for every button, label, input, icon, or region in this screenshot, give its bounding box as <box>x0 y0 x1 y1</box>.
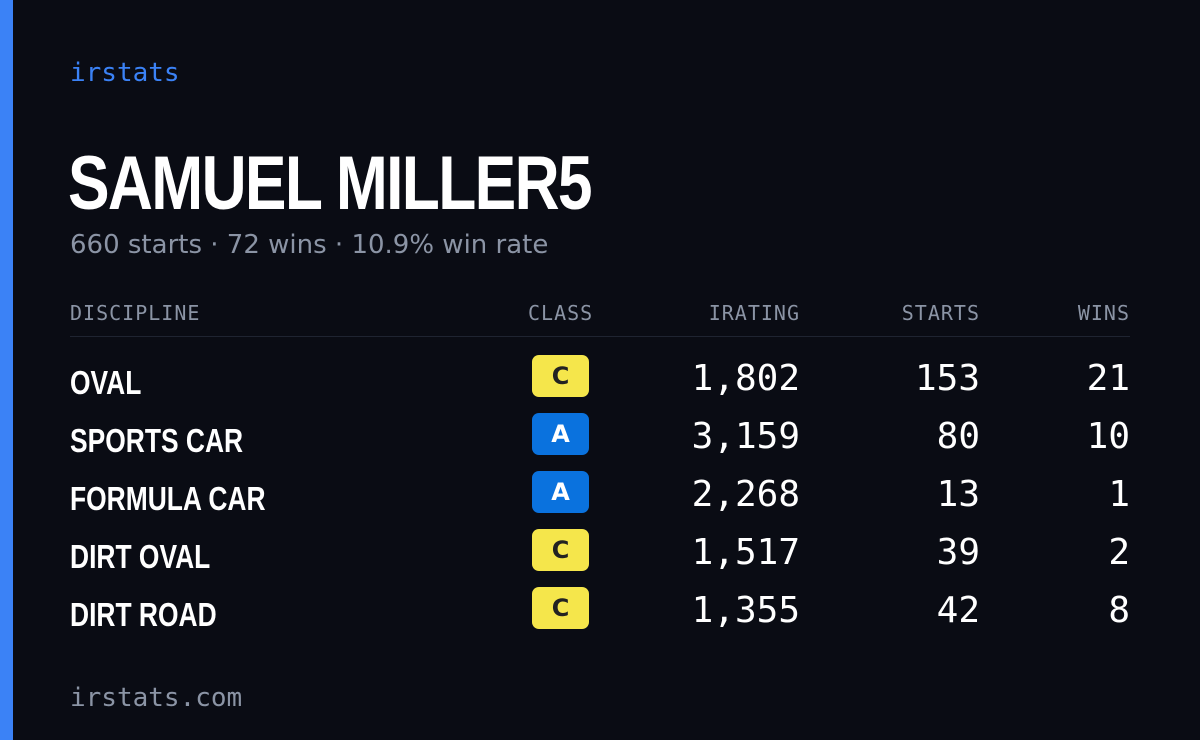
brand-logo[interactable]: irstats <box>70 58 180 88</box>
table-row: DIRT OVAL C 1,517 39 2 <box>70 529 1130 587</box>
irating-value: 3,159 <box>691 416 800 457</box>
class-badge: C <box>532 529 589 571</box>
discipline-name: SPORTS CAR <box>70 422 244 459</box>
starts-value: 80 <box>936 416 980 457</box>
table-row: DIRT ROAD C 1,355 42 8 <box>70 587 1130 645</box>
starts-value: 153 <box>914 358 980 399</box>
table-header: DISCIPLINE CLASS IRATING STARTS WINS <box>70 296 1130 337</box>
accent-bar <box>0 0 13 740</box>
wins-value: 10 <box>1086 416 1130 457</box>
discipline-name: DIRT OVAL <box>70 538 211 575</box>
discipline-name: OVAL <box>70 364 142 401</box>
class-badge: A <box>532 413 589 455</box>
starts-value: 39 <box>936 532 980 573</box>
irating-value: 1,517 <box>691 532 800 573</box>
irating-value: 1,802 <box>691 358 800 399</box>
header-class: CLASS <box>528 301 594 325</box>
irating-value: 2,268 <box>691 474 800 515</box>
player-name: SAMUEL MILLER5 <box>68 141 593 226</box>
irating-value: 1,355 <box>691 590 800 631</box>
header-wins: WINS <box>1077 301 1130 325</box>
player-summary: 660 starts · 72 wins · 10.9% win rate <box>70 230 549 260</box>
table-row: OVAL C 1,802 153 21 <box>70 355 1130 413</box>
header-irating: IRATING <box>708 301 800 325</box>
class-badge: A <box>532 471 589 513</box>
wins-value: 8 <box>1108 590 1130 631</box>
header-starts: STARTS <box>901 301 980 325</box>
class-badge: C <box>532 587 589 629</box>
table-row: FORMULA CAR A 2,268 13 1 <box>70 471 1130 529</box>
wins-value: 21 <box>1086 358 1130 399</box>
footer-url[interactable]: irstats.com <box>70 683 243 713</box>
table-body: OVAL C 1,802 153 21 SPORTS CAR A 3,159 8… <box>70 355 1130 645</box>
class-badge: C <box>532 355 589 397</box>
discipline-name: DIRT ROAD <box>70 596 217 633</box>
stats-table: DISCIPLINE CLASS IRATING STARTS WINS OVA… <box>70 296 1130 645</box>
header-discipline: DISCIPLINE <box>70 301 201 325</box>
discipline-name: FORMULA CAR <box>70 480 266 517</box>
wins-value: 1 <box>1108 474 1130 515</box>
wins-value: 2 <box>1108 532 1130 573</box>
starts-value: 42 <box>936 590 980 631</box>
table-row: SPORTS CAR A 3,159 80 10 <box>70 413 1130 471</box>
starts-value: 13 <box>936 474 980 515</box>
